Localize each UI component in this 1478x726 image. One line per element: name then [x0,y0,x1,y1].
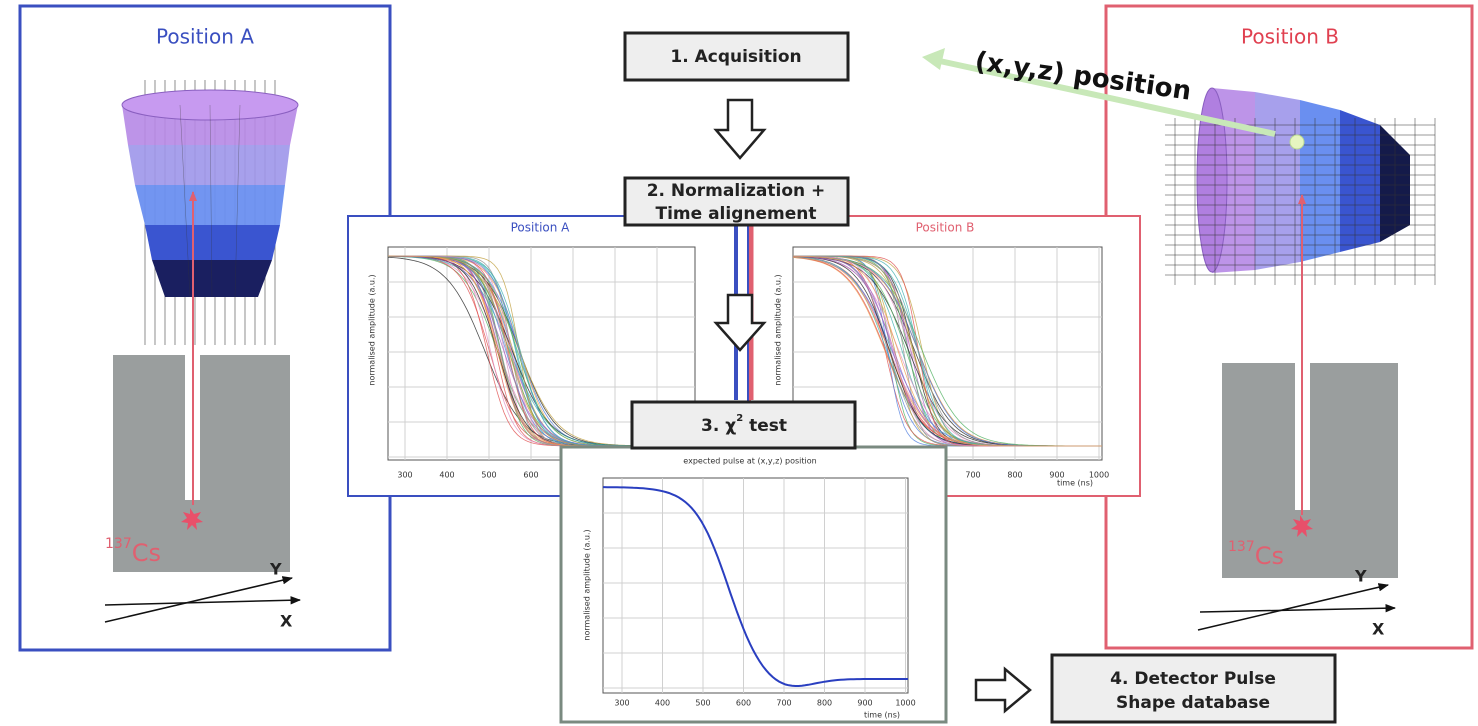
plot-c: expected pulse at (x,y,z) position norma… [561,447,946,722]
diagram: Position A 137Cs Y X Position B [0,0,1478,726]
x-axis [105,600,300,605]
x-tick-label: 900 [857,699,872,708]
x-tick-label: 500 [695,699,710,708]
x-tick-label: 400 [655,699,670,708]
x-tick-label: 300 [397,471,412,480]
x-tick-label: 300 [614,699,629,708]
x-tick-label: 600 [736,699,751,708]
step-label: 2. Normalization + [647,181,826,201]
axis-label: X [1372,620,1385,639]
panel-title: Position B [1241,25,1339,49]
x-axis-label: time (ns) [1057,479,1093,488]
element: Cs [132,539,161,567]
y-axis-label: normalised amplitude (a.u.) [368,274,377,385]
superscript: 2 [736,413,743,424]
axis-label: Y [1354,567,1367,586]
x-tick-label: 700 [965,471,980,480]
step-label: Shape database [1116,693,1270,713]
mass-number: 137 [1228,539,1255,555]
x-axis-label: time (ns) [864,711,900,720]
left-panel: Position A 137Cs Y X [20,6,390,650]
x-tick-label: 900 [1049,471,1064,480]
flow-arrow [976,669,1030,711]
plot-title: Position B [916,221,975,235]
x-tick-label: 1000 [895,699,915,708]
step-label: 1. Acquisition [670,47,801,67]
step-text: 3. χ [701,416,736,436]
x-tick-label: 600 [523,471,538,480]
x-tick-label: 800 [1007,471,1022,480]
mass-number: 137 [105,536,132,552]
x-tick-label: 700 [776,699,791,708]
y-axis-label: normalised amplitude (a.u.) [583,529,592,640]
x-tick-label: 500 [481,471,496,480]
axis-label: Y [269,560,282,579]
step-text: test [743,416,787,436]
x-tick-label: 800 [817,699,832,708]
plot-title: expected pulse at (x,y,z) position [683,457,816,466]
detector-cone [122,90,298,297]
step-label: 4. Detector Pulse [1110,669,1276,689]
panel-title: Position A [156,25,254,49]
flow-arrow [716,100,764,158]
x-tick-label: 1000 [1089,471,1109,480]
axis-label: X [280,612,293,631]
y-axis [105,578,292,622]
position-label: (x,y,z) position [973,47,1193,107]
step-label: 3. χ2 test [701,413,787,436]
plot-title: Position A [511,221,571,235]
position-dot [1290,135,1304,149]
step-label: Time alignement [656,204,817,224]
element: Cs [1255,542,1284,570]
position-arrowhead [922,48,945,70]
y-axis-label: normalised amplitude (a.u.) [774,274,783,385]
y-axis [1198,585,1388,630]
x-tick-label: 400 [439,471,454,480]
x-axis [1200,608,1395,612]
